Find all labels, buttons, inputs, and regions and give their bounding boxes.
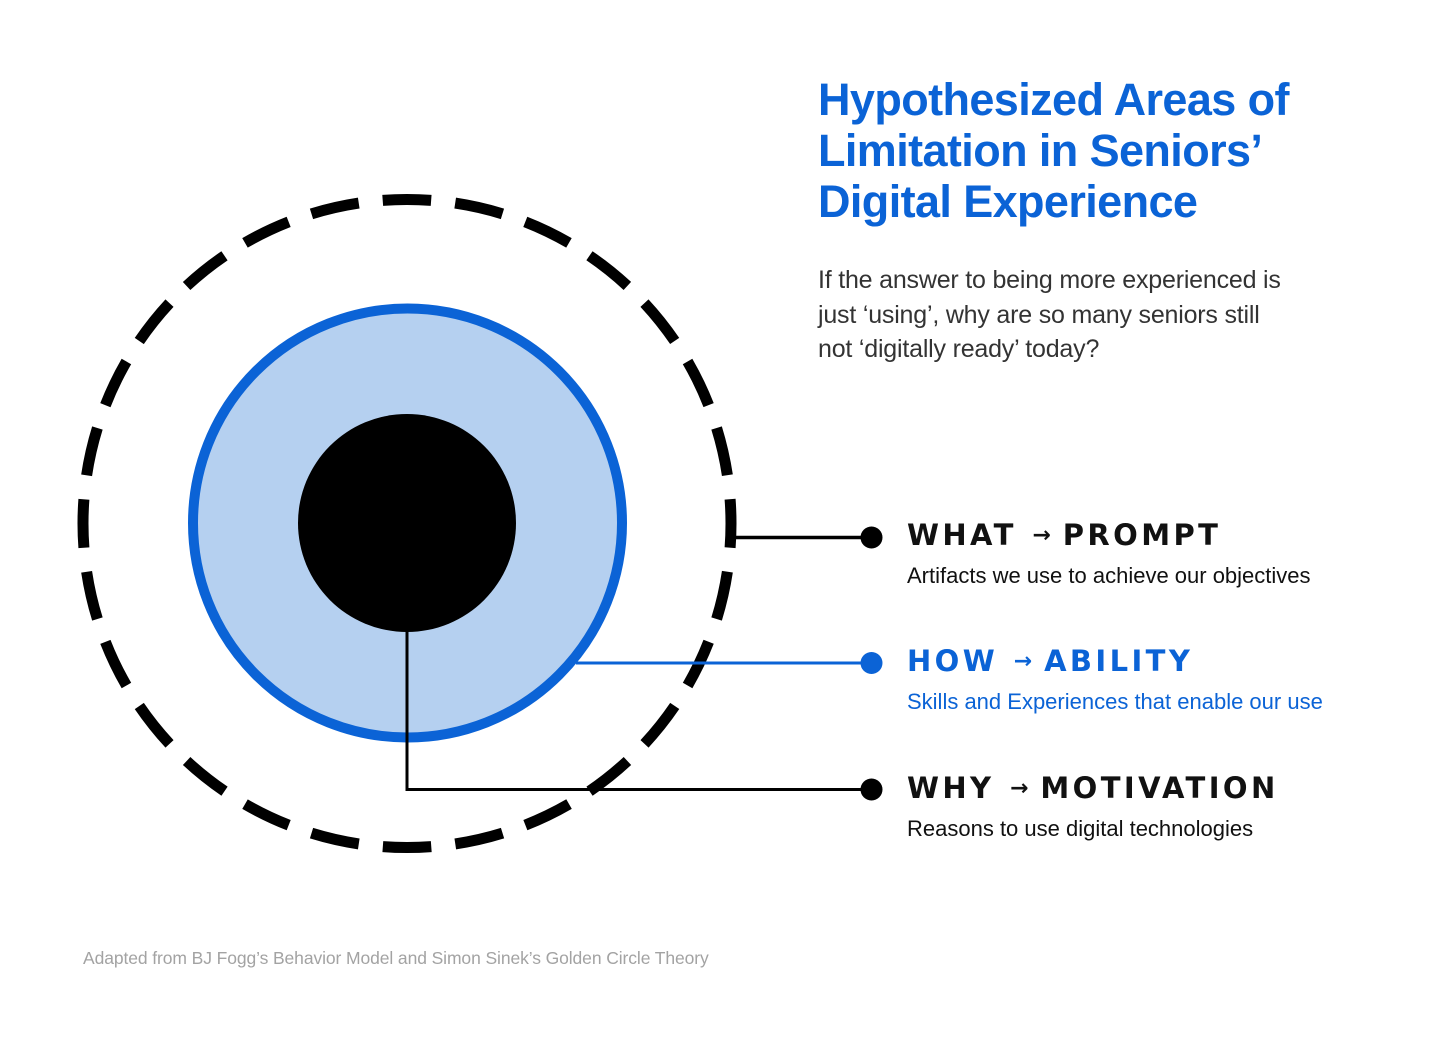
arrow-right-icon: → [1013,649,1033,674]
layer-why-motivation: WHY → MOTIVATION Reasons to use digital t… [907,771,1407,843]
subtitle-line: not ‘digitally ready’ today? [818,335,1100,363]
subtitle-line: just ‘using’, why are so many seniors st… [818,300,1260,329]
arrow-right-icon: → [1009,776,1029,801]
source-footnote: Adapted from BJ Fogg’s Behavior Model an… [83,948,709,968]
layer-description: Artifacts we use to achieve our objectiv… [907,563,1311,588]
layer-heading: WHY → MOTIVATION [907,771,1407,809]
arrow-right-icon: → [1032,523,1051,548]
title-line: Limitation in Seniors’ [818,125,1263,176]
layer-description: Skills and Experiences that enable our u… [907,689,1323,714]
layer-key: WHAT [907,518,1017,552]
subtitle-question: If the answer to being more experienced … [818,263,1378,367]
how-connector-dot [860,652,883,674]
layer-how-ability: HOW → ABILITY Skills and Experiences that… [907,644,1407,716]
why-connector-line [405,630,871,791]
why-connector-dot [860,778,883,801]
layer-value: MOTIVATION [1040,771,1279,805]
inner-black-core [298,414,516,632]
layer-key: WHY [907,771,995,805]
outer-dashed-ring [77,194,737,853]
subtitle-line: If the answer to being more experienced … [818,266,1281,294]
layer-what-prompt: WHAT → PROMPT Artifacts we use to achieve… [907,518,1407,590]
layer-heading: HOW → ABILITY [907,644,1407,682]
what-connector-dot [860,526,883,549]
title-line: Digital Experience [818,176,1198,227]
layer-heading: WHAT → PROMPT [907,518,1407,556]
layer-value: PROMPT [1062,518,1222,552]
layer-description: Reasons to use digital technologies [907,816,1254,841]
title-line: Hypothesized Areas of [818,74,1289,125]
layer-key: HOW [907,644,999,678]
layer-value: ABILITY [1044,644,1194,678]
page-title: Hypothesized Areas of Limitation in Seni… [818,74,1378,227]
